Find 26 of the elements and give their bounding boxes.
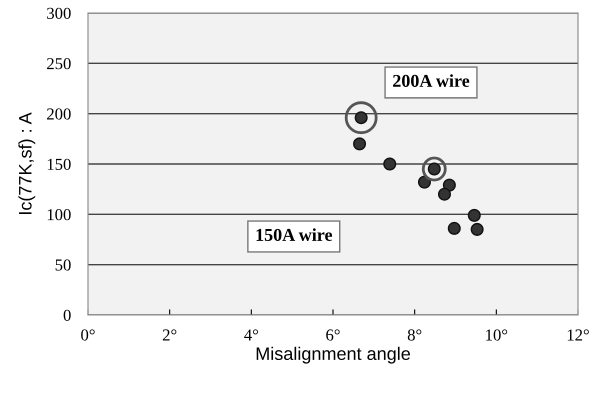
- point: [418, 176, 431, 189]
- x-tick-label: 2°: [162, 329, 176, 340]
- y-tick-label: 100: [48, 209, 71, 220]
- y-tick-label: 200: [47, 108, 71, 120]
- point: [353, 137, 366, 150]
- y-axis-title: Ic(77K,sf) : A: [18, 112, 36, 214]
- x-axis-title: Misalignment angle: [256, 346, 410, 364]
- x-tick-label: 4°: [244, 329, 258, 340]
- point: [442, 178, 456, 192]
- y-tick-label: 250: [47, 58, 71, 70]
- annotation: 200A wire: [393, 74, 470, 87]
- x-tick-label: 10°: [486, 329, 508, 341]
- x-tick-label: 8°: [408, 329, 422, 341]
- x-tick-label: 0°: [81, 329, 95, 341]
- y-tick-label: 50: [56, 259, 71, 271]
- point: [438, 188, 451, 201]
- point: [383, 157, 396, 171]
- point: [448, 222, 461, 235]
- point: [470, 222, 484, 236]
- y-tick-label: 0: [64, 310, 71, 321]
- x-tick-label: 12°: [568, 329, 589, 340]
- x-tick-label: 6°: [326, 329, 340, 341]
- annotation: 150A wire: [256, 228, 332, 241]
- point: [468, 208, 481, 222]
- y-tick-label: 150: [48, 158, 71, 170]
- y-tick-label: 300: [47, 8, 71, 19]
